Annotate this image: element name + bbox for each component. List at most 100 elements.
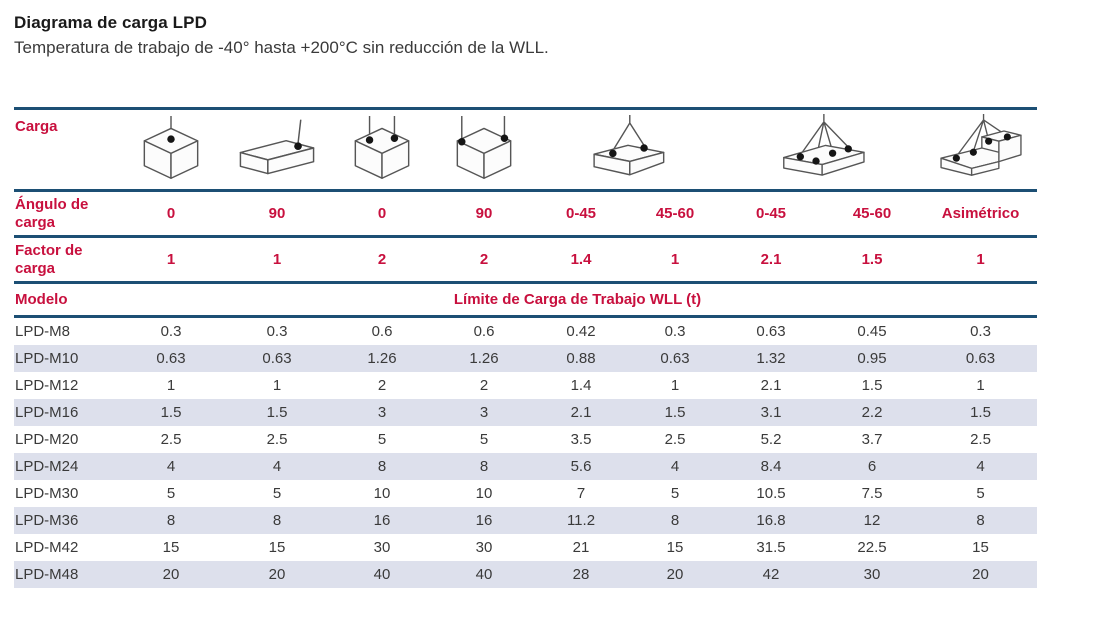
wll-value-cell: 5.6 [534, 453, 628, 480]
wll-value-cell: 30 [475, 539, 493, 556]
wll-value-cell: 5 [479, 431, 489, 448]
factor-value: 1.4 [534, 236, 628, 284]
wll-value-cell: 5 [166, 485, 176, 502]
wll-value-cell: 1.4 [570, 377, 592, 394]
asymmetric-sling-icon [929, 113, 1033, 182]
wll-value-cell: 20 [924, 561, 1037, 588]
wll-value-cell: 3.5 [570, 431, 592, 448]
wll-value-cell: 2.2 [820, 399, 924, 426]
load-90deg-single-point-icon [233, 116, 321, 180]
factor-value: 2 [434, 236, 534, 284]
factor-value: 1 [924, 236, 1037, 284]
wll-value-cell: 1 [166, 377, 176, 394]
carga-row-label: Carga [14, 107, 118, 192]
wll-value-cell: 2.1 [760, 377, 782, 394]
load-case-cell [722, 107, 924, 192]
wll-value-cell: 1.26 [434, 345, 534, 372]
wll-value-cell: 1 [976, 377, 985, 394]
wll-value-cell: 16 [434, 507, 534, 534]
wll-value-cell: 40 [434, 561, 534, 588]
table-row: LPD-M36 8 8 16 16 11.2 8 16.8 12 8 [14, 507, 1037, 534]
wll-value-cell: 10.5 [756, 485, 786, 502]
factor-value: 1 [628, 236, 722, 284]
load-case-cell [330, 107, 434, 192]
angle-value: 45-60 [820, 190, 924, 238]
wll-value-cell: 0.42 [566, 323, 596, 340]
wll-value-cell: 0.3 [160, 323, 182, 340]
angle-value: 0-45 [534, 190, 628, 238]
wll-value-cell: 3 [434, 399, 534, 426]
wll-value-cell: 0.63 [224, 345, 330, 372]
wll-table-body: LPD-M8 0.3 0.3 0.6 0.6 0.42 0.3 0.63 0.45 0.3 LPD-… [14, 317, 1037, 588]
four-leg-sling-icon [771, 113, 875, 182]
angle-value: 0 [330, 190, 434, 238]
angle-value: 45-60 [628, 190, 722, 238]
angle-row-label: Ángulo de carga [14, 190, 118, 238]
table-row: LPD-M42 15 15 30 30 21 15 31.5 22.5 15 [14, 534, 1037, 561]
table-row: LPD-M30 5 5 10 10 7 5 10.5 7.5 5 [14, 480, 1037, 507]
factor-value: 2.1 [722, 236, 820, 284]
model-cell: LPD-M48 [14, 561, 118, 588]
wll-value-cell: 8 [330, 453, 434, 480]
wll-value-cell: 4 [628, 453, 722, 480]
wll-value-cell: 15 [972, 539, 989, 556]
wll-value-cell: 7 [576, 485, 586, 502]
wll-value-cell: 5 [670, 485, 680, 502]
wll-value-cell: 0.88 [534, 345, 628, 372]
wll-value-cell: 5 [976, 485, 985, 502]
wll-value-cell: 2.5 [266, 431, 288, 448]
wll-value-cell: 0.3 [664, 323, 686, 340]
wll-value-cell: 21 [572, 539, 590, 556]
wll-value-cell: 1.26 [330, 345, 434, 372]
wll-value-cell: 0.63 [924, 345, 1037, 372]
wll-value-cell: 3.7 [861, 431, 883, 448]
model-cell: LPD-M20 [15, 431, 79, 448]
wll-value-cell: 0.6 [371, 323, 393, 340]
wll-value-cell: 1.32 [722, 345, 820, 372]
model-cell: LPD-M8 [15, 323, 71, 340]
model-column-header: Modelo [14, 282, 118, 318]
wll-value-cell: 1.5 [118, 399, 224, 426]
wll-value-cell: 6 [820, 453, 924, 480]
wll-value-cell: 8 [924, 507, 1037, 534]
model-header-row: Modelo Límite de Carga de Trabajo WLL (t… [14, 282, 1037, 318]
wll-value-cell: 2.5 [160, 431, 182, 448]
table-row: LPD-M8 0.3 0.3 0.6 0.6 0.42 0.3 0.63 0.45 0.3 [14, 317, 1037, 346]
wll-value-cell: 2.5 [664, 431, 686, 448]
wll-value-cell: 30 [820, 561, 924, 588]
load-factor-row: Factor de carga 1 1 2 2 1.4 1 2.1 1.5 1 [14, 236, 1037, 284]
wll-value-cell: 1 [670, 377, 680, 394]
factor-value: 1 [224, 236, 330, 284]
angle-value: 90 [434, 190, 534, 238]
wll-value-cell: 0.95 [820, 345, 924, 372]
wll-value-cell: 30 [373, 539, 391, 556]
wll-value-cell: 8 [434, 453, 534, 480]
wll-value-cell: 2.1 [534, 399, 628, 426]
angle-value: 0 [118, 190, 224, 238]
page-title: Diagrama de carga LPD [14, 13, 207, 32]
wll-value-cell: 15 [268, 539, 286, 556]
model-cell: LPD-M36 [14, 507, 118, 534]
factor-value: 2 [330, 236, 434, 284]
wll-value-cell: 0.6 [473, 323, 495, 340]
wll-value-cell: 0.3 [266, 323, 288, 340]
table-row: LPD-M12 1 1 2 2 1.4 1 2.1 1.5 1 [14, 372, 1037, 399]
wll-value-cell: 1.5 [224, 399, 330, 426]
wll-value-cell: 40 [330, 561, 434, 588]
load-case-cell [118, 107, 224, 192]
wll-header: Límite de Carga de Trabajo WLL (t) [118, 282, 1037, 318]
wll-value-cell: 7.5 [861, 485, 883, 502]
wll-value-cell: 2 [377, 377, 387, 394]
load-case-cell [534, 107, 722, 192]
table-row: LPD-M24 4 4 8 8 5.6 4 8.4 6 4 [14, 453, 1037, 480]
wll-value-cell: 3.1 [722, 399, 820, 426]
wll-value-cell: 22.5 [857, 539, 887, 556]
wll-value-cell: 12 [820, 507, 924, 534]
model-cell: LPD-M12 [15, 377, 79, 394]
wll-value-cell: 20 [118, 561, 224, 588]
table-row: LPD-M20 2.5 2.5 5 5 3.5 2.5 5.2 3.7 2.5 [14, 426, 1037, 453]
wll-value-cell: 5 [272, 485, 282, 502]
two-leg-sling-icon [580, 114, 676, 181]
wll-value-cell: 1.5 [924, 399, 1037, 426]
wll-value-cell: 0.63 [118, 345, 224, 372]
